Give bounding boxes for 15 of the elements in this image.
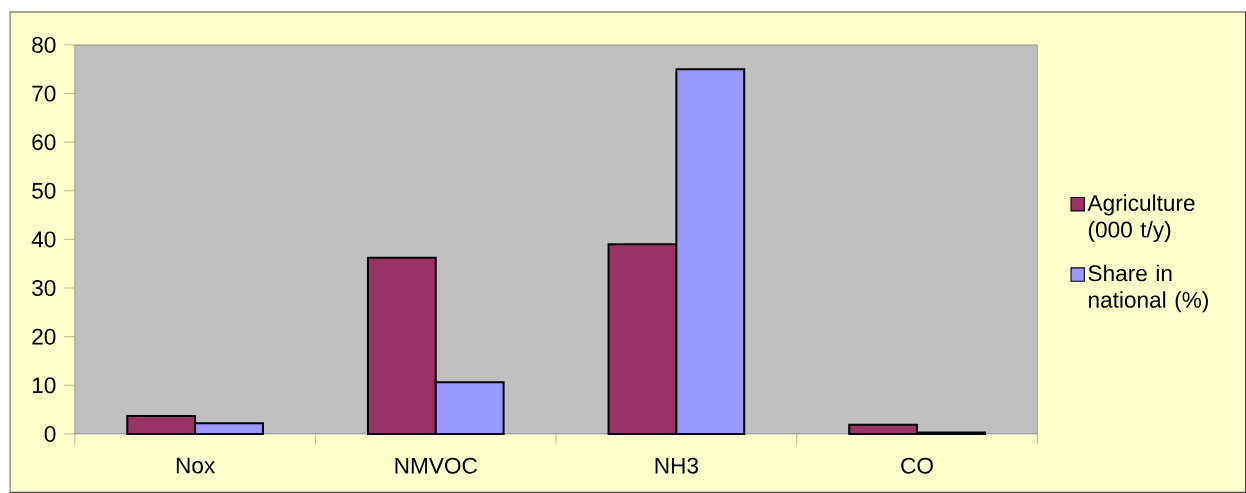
x-tick-label: NMVOC [395,457,477,474]
legend-label: Agriculture (000 t/y) [1087,194,1195,243]
y-tick-label: 70 [32,85,56,102]
y-tick-label: 20 [32,328,56,345]
y-tick-label: 10 [32,377,56,394]
x-tick-label: CO [901,457,933,474]
x-tick-label: Nox [176,457,215,474]
y-tick-label: 0 [44,425,56,442]
y-tick-label: 60 [32,134,56,151]
y-tick-label: 40 [31,231,56,248]
legend-label: Share in national (%) [1088,264,1208,313]
x-tick-label: NH3 [655,457,698,474]
y-tick-label: 80 [32,36,56,53]
y-tick-label: 50 [32,182,56,199]
y-tick-label: 30 [32,280,56,297]
